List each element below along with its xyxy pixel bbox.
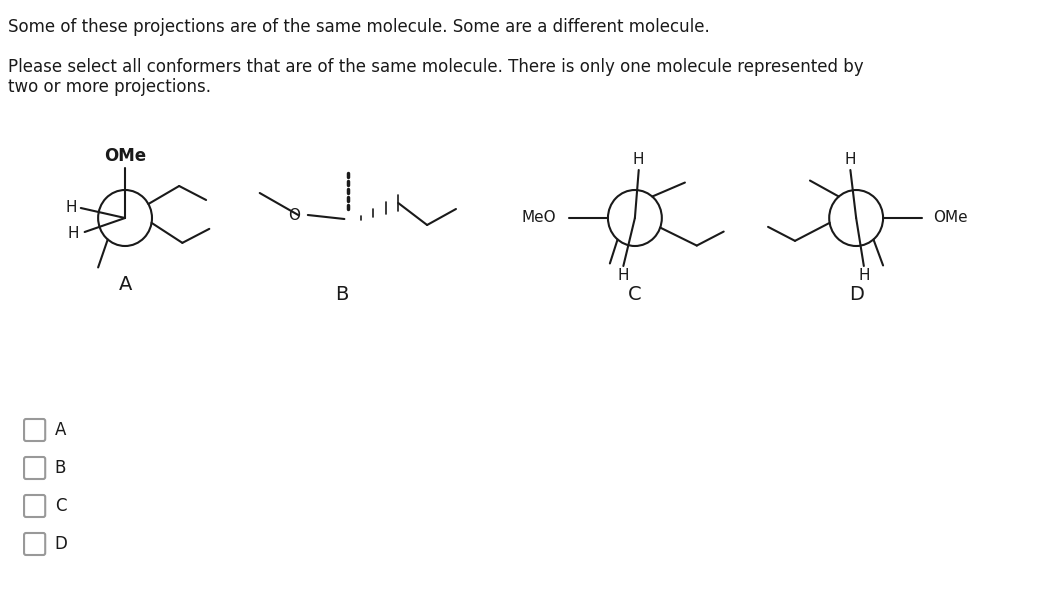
- Text: H: H: [859, 269, 869, 284]
- Text: OMe: OMe: [104, 147, 146, 165]
- FancyBboxPatch shape: [24, 495, 46, 517]
- Text: C: C: [629, 284, 641, 303]
- Text: OMe: OMe: [933, 211, 968, 225]
- Text: D: D: [849, 284, 864, 303]
- Text: D: D: [55, 535, 68, 553]
- Text: C: C: [55, 497, 67, 515]
- Text: H: H: [618, 269, 629, 284]
- Text: A: A: [55, 421, 66, 439]
- Text: H: H: [68, 227, 78, 242]
- Text: H: H: [633, 152, 644, 167]
- FancyBboxPatch shape: [24, 419, 46, 441]
- Text: Please select all conformers that are of the same molecule. There is only one mo: Please select all conformers that are of…: [7, 58, 863, 76]
- Text: two or more projections.: two or more projections.: [7, 78, 211, 96]
- Text: B: B: [55, 459, 66, 477]
- Text: O: O: [288, 208, 300, 222]
- FancyBboxPatch shape: [24, 533, 46, 555]
- Text: H: H: [845, 152, 856, 167]
- Text: MeO: MeO: [522, 211, 556, 225]
- FancyBboxPatch shape: [24, 457, 46, 479]
- Text: H: H: [66, 200, 77, 216]
- Text: Some of these projections are of the same molecule. Some are a different molecul: Some of these projections are of the sam…: [7, 18, 709, 36]
- Text: A: A: [119, 275, 131, 294]
- Text: B: B: [335, 286, 348, 304]
